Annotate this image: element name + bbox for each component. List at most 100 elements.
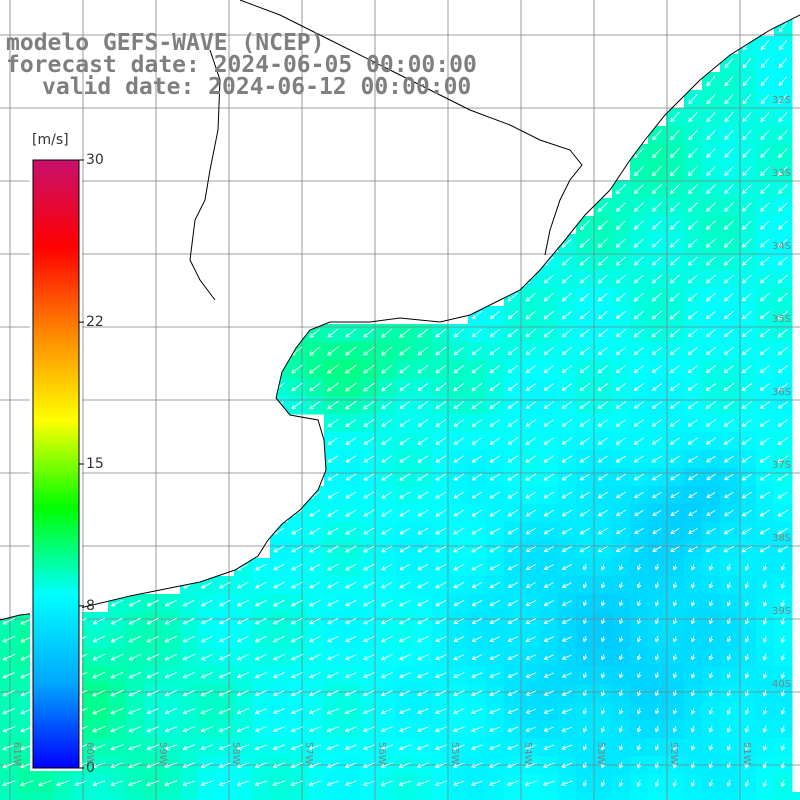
wind-arrow — [471, 581, 483, 589]
wind-arrow — [164, 671, 177, 679]
wind-arrow — [582, 725, 588, 733]
wind-speed-cell — [216, 792, 235, 800]
wind-arrow — [582, 636, 588, 643]
wind-arrow — [633, 165, 644, 177]
wind-arrow — [146, 617, 160, 625]
latitude-label: 35S — [772, 314, 792, 325]
wind-arrow — [435, 744, 447, 751]
wind-arrow — [690, 581, 696, 589]
wind-arrow — [561, 238, 572, 248]
wind-arrow — [453, 618, 465, 625]
wind-arrow — [690, 563, 696, 571]
wind-arrow — [762, 617, 768, 625]
wind-arrow — [128, 690, 142, 697]
wind-arrow — [363, 509, 375, 517]
wind-arrow — [507, 618, 519, 625]
wind-arrow — [579, 256, 591, 266]
wind-arrow — [777, 328, 789, 338]
wind-arrow — [128, 780, 142, 787]
wind-arrow — [706, 75, 716, 87]
wind-arrow — [741, 328, 752, 338]
wind-arrow — [453, 419, 465, 427]
wind-arrow — [381, 672, 393, 679]
wind-arrow — [561, 762, 573, 768]
wind-arrow — [708, 707, 714, 715]
longitude-label: 52W — [668, 742, 679, 765]
wind-arrow — [670, 129, 680, 141]
wind-arrow — [597, 382, 609, 392]
wind-arrow — [760, 130, 770, 141]
wind-arrow — [399, 382, 411, 392]
wind-arrow — [507, 527, 519, 535]
wind-arrow — [724, 509, 734, 517]
wind-arrow — [381, 726, 393, 733]
wind-arrow — [561, 744, 573, 750]
wind-arrow — [741, 274, 752, 284]
colorbar-tick-label: 15 — [86, 456, 104, 472]
wind-arrow — [636, 563, 642, 571]
wind-arrow — [363, 690, 375, 697]
wind-arrow — [381, 419, 393, 427]
wind-arrow — [507, 437, 519, 445]
wind-arrow — [669, 437, 681, 445]
wind-arrow — [651, 165, 662, 177]
wind-arrow — [672, 635, 678, 643]
wind-arrow — [652, 129, 662, 141]
wind-arrow — [309, 599, 321, 607]
wind-speed-cell — [612, 792, 631, 800]
wind-arrow — [345, 491, 357, 499]
wind-arrow — [146, 780, 160, 787]
wind-arrow — [291, 690, 303, 697]
wind-arrow — [363, 346, 375, 356]
wind-arrow — [164, 762, 178, 769]
wind-arrow — [525, 708, 537, 714]
wind-arrow — [128, 617, 142, 625]
wind-arrow — [327, 491, 339, 499]
wind-arrow — [780, 635, 786, 643]
wind-arrow — [164, 635, 178, 643]
wind-arrow — [453, 726, 465, 733]
wind-arrow — [200, 744, 214, 751]
wind-arrow — [164, 780, 178, 787]
wind-arrow — [706, 112, 716, 123]
wind-arrow — [327, 346, 339, 356]
wind-arrow — [618, 743, 624, 751]
wind-arrow — [345, 364, 357, 374]
wind-arrow — [760, 256, 770, 266]
wind-arrow — [708, 635, 714, 643]
wind-arrow — [164, 653, 178, 661]
wind-arrow — [489, 364, 501, 374]
wind-arrow — [327, 654, 339, 661]
wind-arrow — [327, 364, 339, 374]
wind-arrow — [777, 509, 789, 517]
wind-arrow — [308, 780, 321, 787]
wind-arrow — [670, 546, 680, 552]
wind-arrow — [690, 599, 696, 607]
wind-arrow — [742, 166, 752, 176]
wind-arrow — [615, 364, 627, 374]
wind-arrow — [453, 780, 465, 787]
wind-arrow — [742, 148, 752, 158]
wind-arrow — [634, 220, 644, 230]
wind-arrow — [708, 617, 714, 625]
wind-arrow — [543, 473, 555, 481]
wind-arrow — [723, 346, 735, 356]
wind-arrow — [762, 761, 768, 769]
wind-arrow — [597, 346, 609, 356]
wind-arrow — [543, 365, 555, 374]
wind-arrow — [672, 671, 678, 679]
wind-arrow — [543, 491, 555, 499]
wind-arrow — [110, 635, 124, 643]
wind-arrow — [744, 563, 750, 571]
wind-arrow — [200, 762, 213, 769]
wind-arrow — [291, 708, 303, 715]
wind-arrow — [471, 762, 483, 769]
wind-arrow — [381, 328, 393, 338]
wind-arrow — [742, 94, 752, 105]
wind-arrow — [92, 762, 106, 769]
wind-arrow — [633, 401, 645, 409]
wind-arrow — [543, 419, 555, 427]
wind-arrow — [110, 689, 124, 697]
wind-arrow — [741, 256, 752, 266]
wind-arrow — [399, 455, 411, 463]
